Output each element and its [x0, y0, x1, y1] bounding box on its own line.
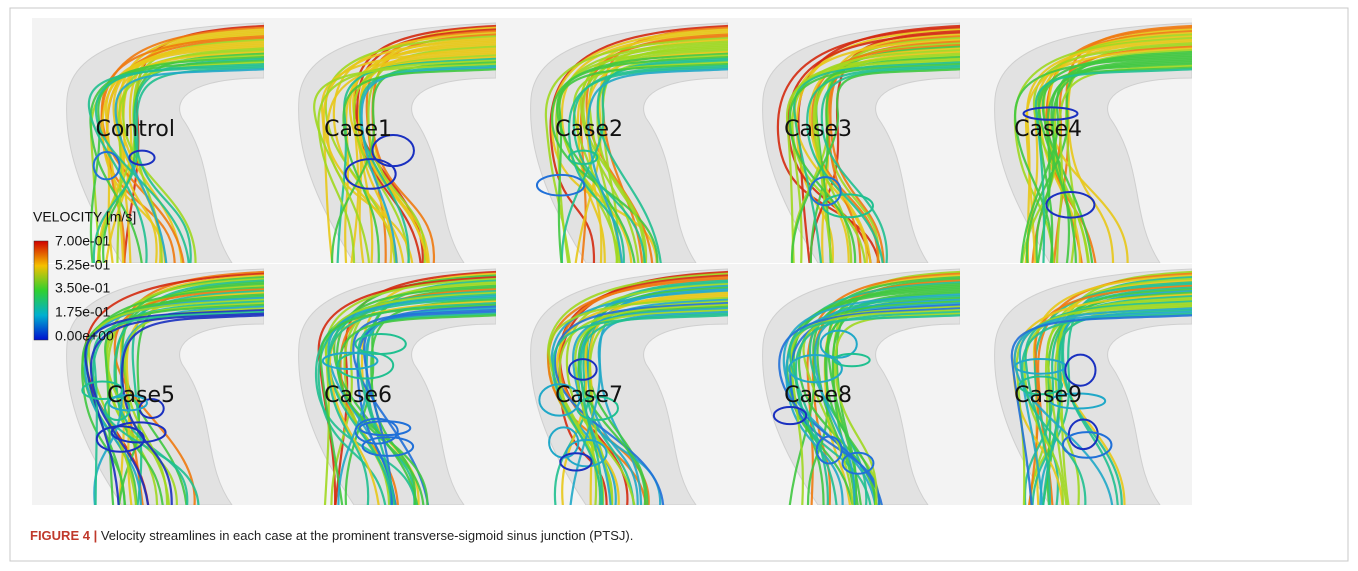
panel: [32, 18, 264, 268]
legend-label: 1.75e-01: [55, 304, 110, 320]
panel-label: Case6: [324, 383, 392, 408]
legend-label: 5.25e-01: [55, 257, 110, 273]
legend-label: 7.00e-01: [55, 233, 110, 249]
legend-label: 0.00e+00: [55, 328, 114, 344]
panel-label: Case8: [784, 383, 852, 408]
panel: [960, 18, 1192, 268]
colorbar: [34, 241, 48, 340]
legend-label: 3.50e-01: [55, 280, 110, 296]
panel-label: Case2: [555, 117, 623, 142]
panel-label: Case9: [1014, 383, 1082, 408]
panel: [496, 18, 728, 268]
panel: [728, 18, 960, 268]
panel-label: Control: [95, 117, 175, 142]
panel-label: Case3: [784, 117, 852, 142]
caption-label: FIGURE 4 |: [30, 528, 97, 543]
panel: [264, 18, 496, 268]
caption: FIGURE 4 | Velocity streamlines in each …: [30, 528, 633, 543]
panel-label: Case7: [555, 383, 623, 408]
panel-label: Case4: [1014, 117, 1082, 142]
caption-text: Velocity streamlines in each case at the…: [101, 528, 634, 543]
legend-title: VELOCITY [m/s]: [33, 209, 136, 225]
figure: Control Case1 Case2 Case3 Case4 Case5 Case6 Cas…: [0, 0, 1358, 571]
page: Control Case1 Case2 Case3 Case4 Case5 Case6 Cas…: [0, 0, 1358, 571]
panel-label: Case5: [107, 383, 175, 408]
panels: Control Case1 Case2 Case3 Case4 Case5 Case6 Cas…: [32, 18, 1192, 510]
panel-label: Case1: [324, 117, 392, 142]
